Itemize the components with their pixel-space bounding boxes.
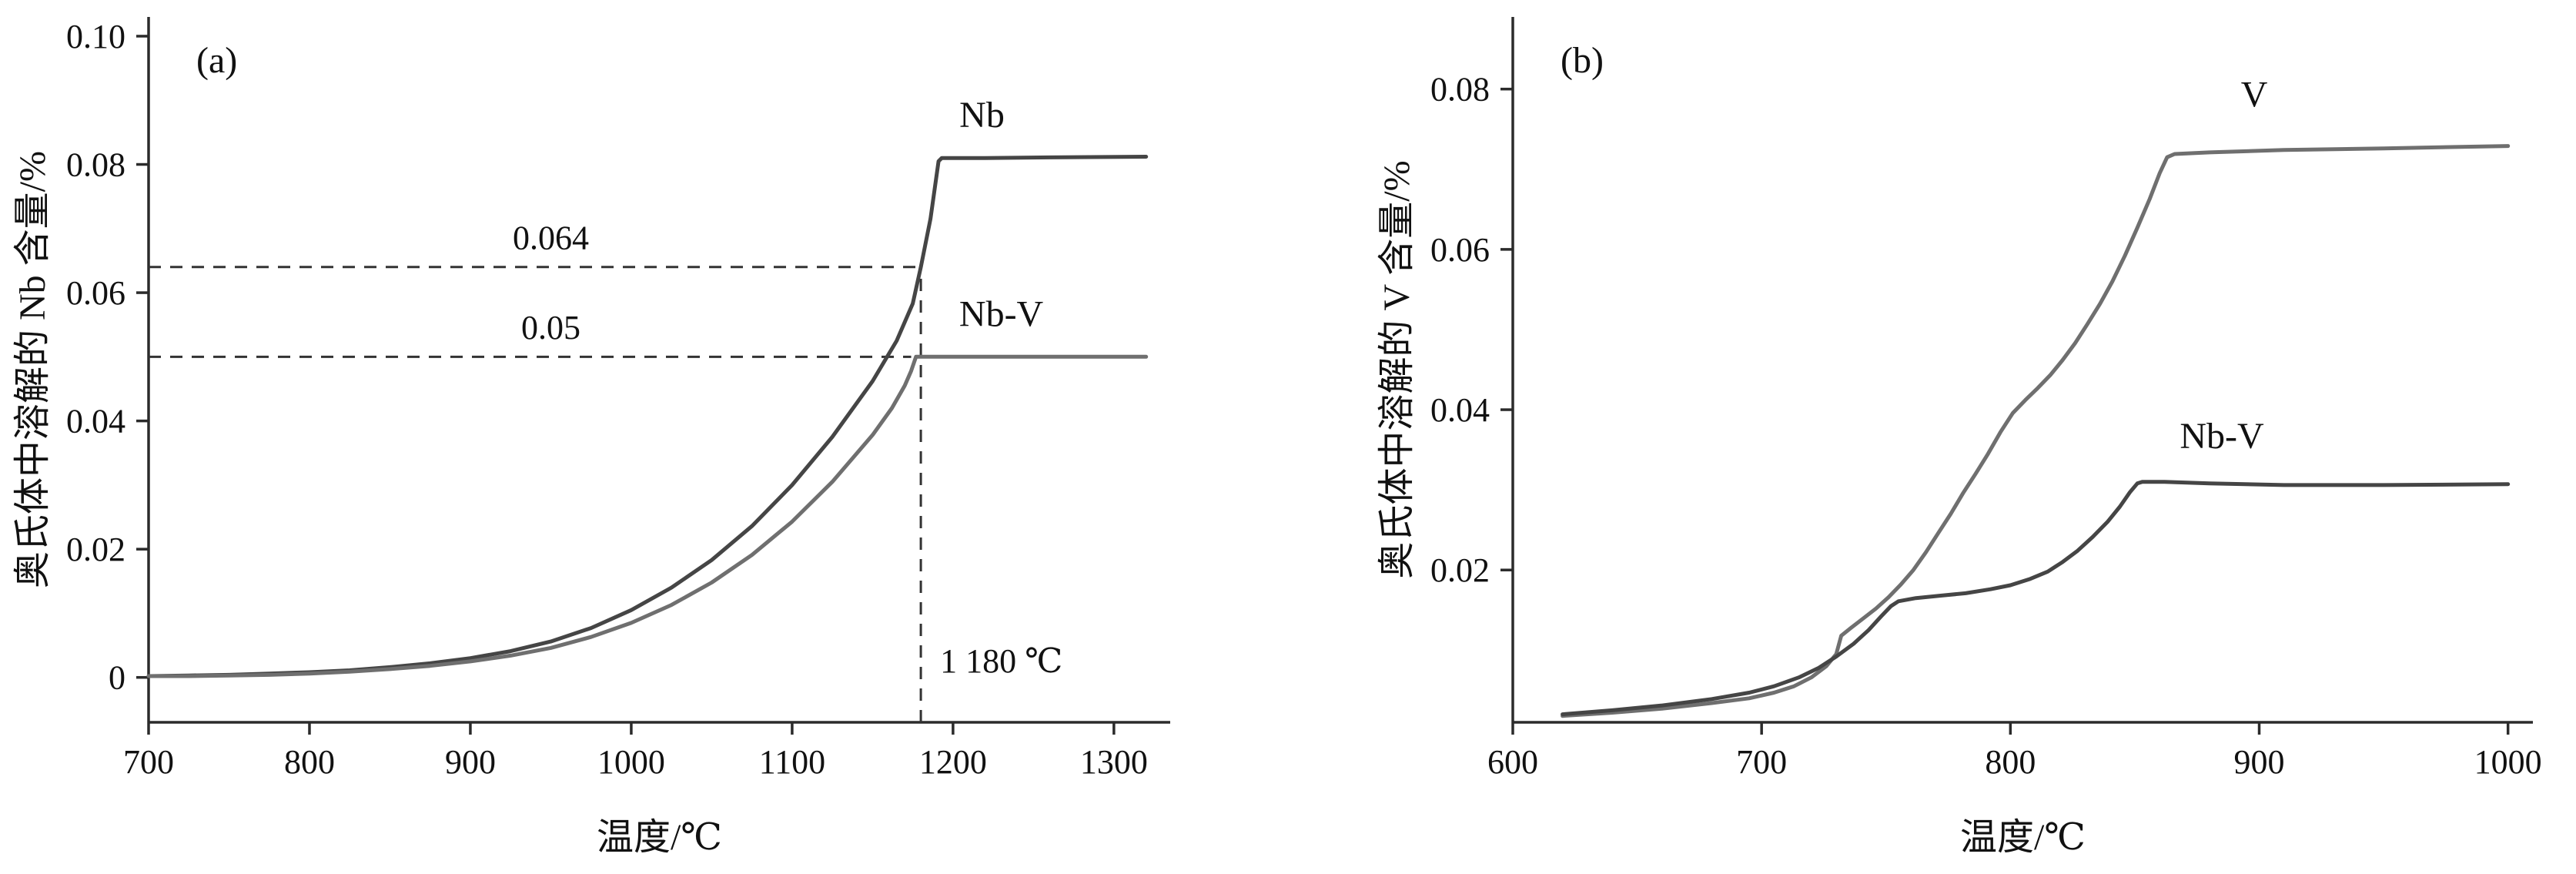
y-tick-label: 0.02: [1430, 551, 1490, 589]
y-axis-title: 奥氏体中溶解的 V 含量/%: [1377, 160, 1417, 578]
x-tick-label: 700: [1736, 743, 1787, 781]
series-curve-Nb-V: [146, 354, 1149, 678]
series-curve-Nb-V: [1561, 480, 2511, 717]
panel-label: (b): [1561, 40, 1604, 81]
y-tick-label: 0.06: [66, 274, 125, 312]
x-tick-label: 1000: [2474, 743, 2542, 781]
x-tick-label: 1200: [919, 743, 987, 781]
x-tick-label: 800: [1985, 743, 2036, 781]
x-tick-label: 900: [2234, 743, 2285, 781]
y-axis-title: 奥氏体中溶解的 Nb 含量/%: [12, 151, 53, 588]
panel-a: 700 800 900 1000 1100 1200 1300 0 0.02 0.04 0.06 0.…: [12, 17, 1170, 858]
x-tick-label: 800: [284, 743, 335, 781]
chart-b-v-solubility: 600 700 800 900 1000 0.02 0.04 0.06 0.08 温度/℃ 奥氏体中…: [1377, 17, 2542, 858]
series-label-V: V: [2241, 75, 2268, 116]
annotation-label: 1 180 ℃: [940, 642, 1062, 680]
y-tick-label: 0.04: [66, 403, 125, 440]
annotation-label: 0.05: [521, 309, 580, 347]
x-tick-label: 1300: [1080, 743, 1148, 781]
y-tick-label: 0.10: [66, 18, 125, 55]
series-label-Nb-V: Nb-V: [959, 293, 1044, 334]
y-tick-label: 0.02: [66, 531, 125, 568]
series-label-Nb: Nb: [959, 95, 1005, 136]
y-tick-label: 0.06: [1430, 231, 1490, 269]
series-label-Nb-V: Nb-V: [2180, 416, 2264, 457]
x-tick-label: 600: [1487, 743, 1538, 781]
x-tick-label: 1000: [597, 743, 665, 781]
series-curve-Nb: [146, 155, 1149, 678]
x-tick-label: 700: [123, 743, 174, 781]
series-curve-V: [1561, 144, 2511, 718]
y-tick-label: 0: [109, 659, 125, 697]
annotation-label: 0.064: [513, 219, 589, 256]
chart-a-nb-solubility: 700 800 900 1000 1100 1200 1300 0 0.02 0.04 0.06 0.…: [12, 17, 1170, 858]
x-axis-title: 温度/℃: [597, 817, 722, 858]
panel-b: 600 700 800 900 1000 0.02 0.04 0.06 0.08 温度/℃ 奥氏体中…: [1288, 0, 2576, 874]
panel-label: (a): [196, 40, 237, 81]
x-tick-label: 900: [445, 743, 496, 781]
y-tick-label: 0.08: [1430, 71, 1490, 109]
x-axis-title: 温度/℃: [1960, 817, 2086, 858]
y-tick-label: 0.04: [1430, 391, 1490, 429]
x-tick-label: 1100: [759, 743, 825, 781]
y-tick-label: 0.08: [66, 146, 125, 184]
